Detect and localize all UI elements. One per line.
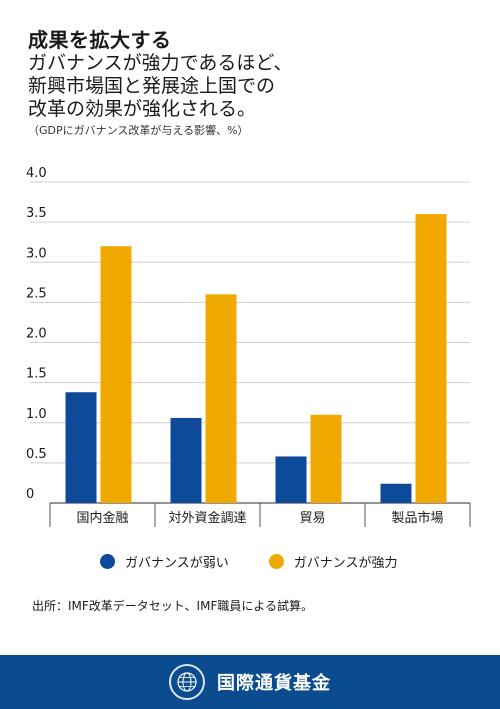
y-tick-label: 2.5 (26, 286, 47, 301)
x-category-label: 貿易 (299, 511, 325, 526)
subtitle-line: 新興市場国と発展途上国での (28, 75, 276, 97)
legend-swatch-weak (100, 553, 115, 569)
legend-item-strong: ガバナンスが強力 (268, 552, 398, 571)
y-tick-label: 1.5 (26, 367, 47, 382)
legend-label-weak: ガバナンスが弱い (125, 555, 229, 571)
bar-strong-governance (100, 246, 132, 503)
y-tick-label: 1.0 (26, 407, 47, 422)
bar-strong-governance (310, 414, 342, 503)
subtitle-line: 改革の効果が強化される。 (28, 98, 257, 120)
y-tick-label: 0.5 (26, 447, 47, 462)
organization-name: 国際通貨基金 (217, 673, 331, 694)
bar-weak-governance (380, 483, 412, 503)
y-tick-label: 0 (26, 487, 34, 502)
unit-note: （GDPにガバナンス改革が与える影響、%） (28, 124, 249, 137)
bar-strong-governance (415, 214, 447, 503)
imf-seal-logo (169, 664, 205, 700)
x-category-label: 製品市場 (391, 510, 443, 526)
subtitle-line: ガバナンスが強力であるほど、 (28, 52, 293, 74)
bar-weak-governance (65, 392, 97, 503)
legend-swatch-strong (268, 553, 284, 569)
y-tick-label: 3.5 (26, 206, 47, 221)
bar-weak-governance (170, 417, 202, 503)
y-tick-label: 4.0 (26, 166, 47, 181)
legend-label-strong: ガバナンスが強力 (293, 555, 398, 571)
chart-legend: ガバナンスが弱い ガバナンスが強力 (100, 551, 438, 571)
y-tick-label: 3.0 (26, 246, 47, 261)
globe-icon (177, 672, 197, 692)
legend-item-weak: ガバナンスが弱い (100, 552, 229, 571)
bar-weak-governance (275, 456, 307, 503)
source-note: 出所：IMF改革データセット、IMF職員による試算。 (32, 599, 313, 613)
x-category-label: 対外資金調達 (168, 510, 246, 526)
footer-bar: 国際通貨基金 (0, 655, 500, 709)
chart-subtitle: ガバナンスが強力であるほど、 新興市場国と発展途上国での 改革の効果が強化される… (28, 52, 478, 121)
bar-chart: 0 0.5 1.0 1.5 2.0 2.5 3.0 3.5 4.0 国内金融 対外資金調達 貿易 製品市… (26, 166, 471, 527)
y-tick-label: 2.0 (26, 327, 47, 342)
bar-strong-governance (205, 294, 237, 503)
x-category-label: 国内金融 (76, 510, 128, 526)
chart-title: 成果を拡大する (28, 28, 172, 52)
